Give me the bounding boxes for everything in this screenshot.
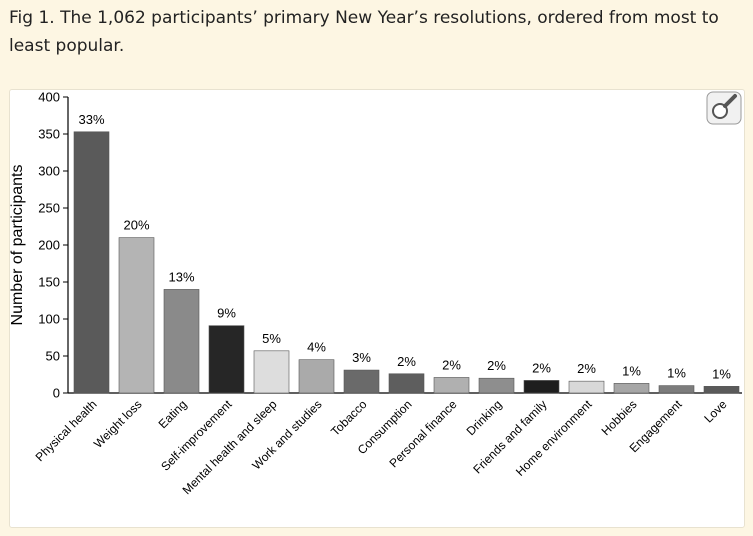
category-label: Drinking — [464, 397, 505, 438]
category-label: Physical health — [33, 397, 100, 464]
bar-value-label: 2% — [577, 361, 596, 376]
bar — [523, 380, 560, 394]
bar — [613, 383, 650, 394]
y-tick-label: 200 — [38, 238, 60, 253]
bar — [73, 131, 110, 394]
bar — [478, 377, 515, 394]
y-tick-label: 300 — [38, 164, 60, 179]
bar — [433, 377, 470, 394]
bar-value-label: 3% — [352, 350, 371, 365]
category-label: Tobacco — [328, 397, 370, 439]
bar-value-label: 33% — [78, 112, 104, 127]
bar — [253, 350, 290, 394]
bar-value-label: 1% — [622, 363, 641, 378]
bar — [208, 325, 245, 394]
y-axis-title: Number of participants — [9, 165, 26, 326]
bar-value-label: 4% — [307, 340, 326, 355]
y-tick-label: 100 — [38, 312, 60, 327]
category-label: Weight loss — [91, 397, 145, 451]
category-label: Love — [701, 397, 730, 426]
bar-value-label: 2% — [397, 354, 416, 369]
y-tick-label: 400 — [38, 90, 60, 105]
bar — [658, 385, 695, 394]
bar-value-label: 5% — [262, 331, 281, 346]
bar-value-label: 2% — [442, 357, 461, 372]
bar — [703, 386, 740, 394]
y-tick-label: 50 — [46, 349, 60, 364]
bar — [388, 373, 425, 394]
y-tick-label: 0 — [53, 386, 60, 401]
bar — [343, 369, 380, 394]
category-label: Eating — [156, 397, 190, 431]
bar-value-label: 13% — [168, 269, 194, 284]
bar-value-label: 2% — [487, 358, 506, 373]
magnifier-icon[interactable] — [706, 91, 742, 125]
y-tick-label: 150 — [38, 275, 60, 290]
bar — [118, 237, 155, 394]
y-tick-label: 250 — [38, 201, 60, 216]
category-label: Hobbies — [599, 397, 640, 438]
bar-value-label: 9% — [217, 306, 236, 321]
category-label: Home environment — [513, 397, 595, 479]
bar-value-label: 1% — [667, 366, 686, 381]
figure-caption: Fig 1. The 1,062 participants’ primary N… — [9, 8, 719, 56]
bar — [298, 359, 335, 394]
bar — [568, 380, 605, 394]
bar-value-label: 1% — [712, 366, 731, 381]
bar-value-label: 20% — [123, 218, 149, 233]
bar-value-label: 2% — [532, 360, 551, 375]
bar — [163, 289, 200, 394]
y-tick-label: 350 — [38, 127, 60, 142]
